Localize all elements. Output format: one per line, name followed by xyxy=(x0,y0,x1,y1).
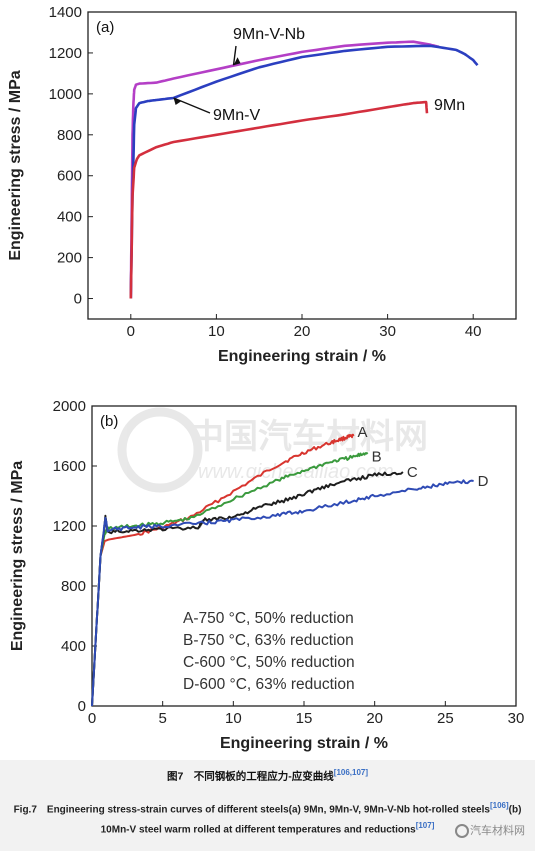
caption-english-ref-2[interactable]: [107] xyxy=(415,821,435,831)
y-tick-label: 800 xyxy=(57,127,82,144)
y-tick-label: 1000 xyxy=(49,86,82,103)
watermark: 中国汽车材料网 www.qichecailiao.com xyxy=(117,407,428,493)
annotation-label-9mn-v-nb: 9Mn-V-Nb xyxy=(233,26,305,43)
x-tick-label: 30 xyxy=(508,710,525,727)
corner-watermark: 汽车材料网 xyxy=(470,824,525,837)
caption-english-ref-1[interactable]: [106] xyxy=(489,801,509,810)
x-tick-label: 20 xyxy=(366,710,383,727)
end-label-b: B xyxy=(372,449,382,466)
y-tick-label: 200 xyxy=(57,250,82,267)
figure: 中国汽车材料网 www.qichecailiao.com (a) 0 10 20 30 4… xyxy=(7,4,524,752)
panel-label: (a) xyxy=(96,19,114,36)
caption-english-text-2: (b) 10Mn-V steel warm rolled at differen… xyxy=(100,804,522,836)
legend-entry-2: B-750 °C, 63% reduction xyxy=(183,632,354,649)
y-tick-label: 1400 xyxy=(49,4,82,21)
panel-label: (b) xyxy=(100,413,118,430)
x-tick-label: 0 xyxy=(88,710,96,727)
annotation-arrowhead-9mn-v-nb xyxy=(233,57,241,66)
y-tick-label: 2000 xyxy=(53,398,86,415)
annotation-arrow-9mn-v-nb xyxy=(232,45,237,66)
figure-caption: 图7 不同钢板的工程应力-应变曲线[106,107] Fig.7 Enginee… xyxy=(0,760,535,851)
legend-entry-1: A-750 °C, 50% reduction xyxy=(183,610,354,627)
caption-english: Fig.7 Engineering stress-strain curves o… xyxy=(8,798,527,839)
series-line-9mn xyxy=(129,100,429,299)
annotation-label-9mn-v: 9Mn-V xyxy=(213,107,260,124)
y-tick-label: 1200 xyxy=(53,518,86,535)
x-tick-label: 15 xyxy=(296,710,313,727)
chart-a: (a)0 10 20 30 400200400600800100012001400Eng… xyxy=(7,4,517,365)
y-axis-title: Engineering stress / MPa xyxy=(7,70,24,260)
chart-b: (b) 0 5 10 15 20 25 30 0 400 800 1200 1600 2000 Engine… xyxy=(9,398,524,752)
x-axis-title: Engineering strain / % xyxy=(220,735,388,752)
corner-watermark-icon xyxy=(455,824,469,838)
y-tick-label: 1600 xyxy=(53,458,86,475)
x-tick-label: 0 xyxy=(127,323,135,340)
y-tick-label: 1200 xyxy=(49,45,82,62)
x-tick-label: 10 xyxy=(208,323,225,340)
x-tick-label: 40 xyxy=(465,323,482,340)
caption-english-text-1: Fig.7 Engineering stress-strain curves o… xyxy=(13,804,490,816)
x-tick-label: 10 xyxy=(225,710,242,727)
end-label-c: C xyxy=(407,464,418,481)
y-tick-label: 400 xyxy=(57,209,82,226)
x-axis-title: Engineering strain / % xyxy=(218,348,386,365)
x-tick-label: 20 xyxy=(294,323,311,340)
end-label-a: A xyxy=(357,424,367,441)
y-tick-label: 0 xyxy=(74,291,82,308)
annotation-arrowhead-9mn-v xyxy=(173,97,182,105)
end-label-d: D xyxy=(478,473,489,490)
caption-chinese: 图7 不同钢板的工程应力-应变曲线[106,107] xyxy=(0,768,535,784)
legend-entry-3: C-600 °C, 50% reduction xyxy=(183,654,355,671)
caption-chinese-text: 图7 不同钢板的工程应力-应变曲线 xyxy=(166,770,334,783)
series-line-9mn-v xyxy=(129,44,479,299)
y-tick-label: 0 xyxy=(78,698,86,715)
y-tick-label: 600 xyxy=(57,168,82,185)
x-tick-label: 30 xyxy=(379,323,396,340)
annotation-label-9mn: 9Mn xyxy=(434,97,465,114)
caption-chinese-ref[interactable]: [106,107] xyxy=(333,768,369,777)
series-line-9mn-v-nb xyxy=(129,40,440,299)
y-tick-label: 800 xyxy=(61,578,86,595)
y-tick-label: 400 xyxy=(61,638,86,655)
x-tick-label: 5 xyxy=(158,710,166,727)
watermark-logo-icon xyxy=(117,407,203,493)
x-tick-label: 25 xyxy=(437,710,454,727)
y-axis-title: Engineering stress / MPa xyxy=(9,461,26,651)
watermark-url: www.qichecailiao.com xyxy=(198,461,394,483)
legend-entry-4: D-600 °C, 63% reduction xyxy=(183,676,355,693)
series-line-d xyxy=(91,479,474,707)
